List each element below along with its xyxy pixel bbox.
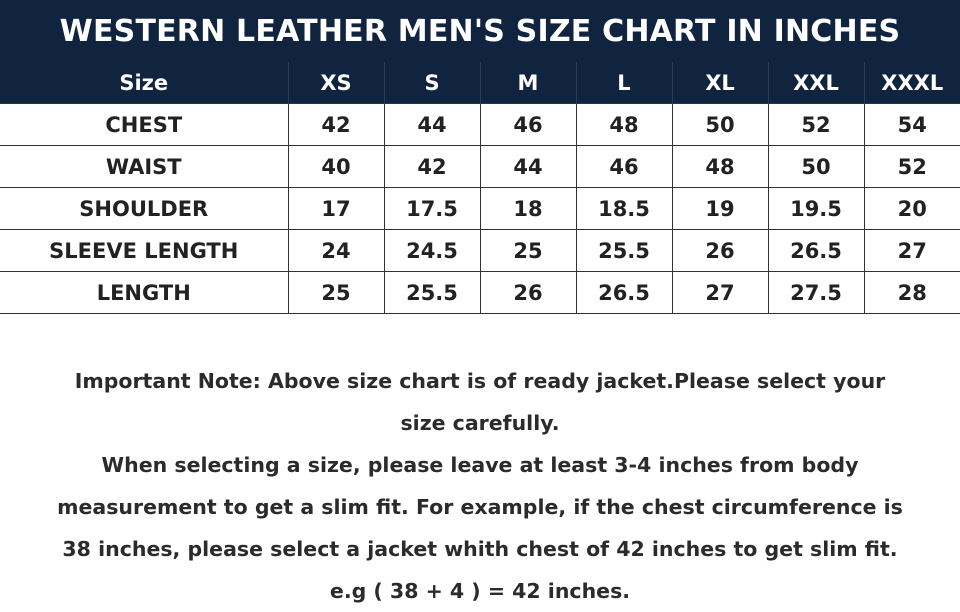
table-row: SHOULDER 17 17.5 18 18.5 19 19.5 20	[0, 187, 960, 230]
size-value: 48	[575, 103, 673, 146]
row-label: SHOULDER	[0, 187, 289, 230]
size-value: 52	[863, 145, 960, 188]
size-value: 19	[671, 187, 769, 230]
row-label: LENGTH	[0, 271, 289, 314]
note-line: Important Note: Above size chart is of r…	[74, 369, 886, 393]
note-line: e.g ( 38 + 4 ) = 42 inches.	[329, 579, 631, 603]
note-line: When selecting a size, please leave at l…	[101, 453, 859, 477]
size-value: 50	[767, 145, 865, 188]
table-row: LENGTH 25 25.5 26 26.5 27 27.5 28	[0, 271, 960, 314]
size-value: 24	[287, 229, 385, 272]
size-value: 24.5	[383, 229, 481, 272]
size-chart-table: Size XS S M L XL XXL XXXL CHEST 42 44 46 48 50 52 54 WA…	[0, 62, 960, 314]
header-size-l: L	[575, 62, 672, 104]
header-size-s: S	[383, 62, 480, 104]
size-value: 46	[575, 145, 673, 188]
header-size-xs: XS	[287, 62, 384, 104]
size-value: 17.5	[383, 187, 481, 230]
header-size-label: Size	[0, 62, 288, 104]
size-value: 26.5	[575, 271, 673, 314]
header-size-xxl: XXL	[767, 62, 864, 104]
row-label: WAIST	[0, 145, 289, 188]
note-line: 38 inches, please select a jacket whith …	[62, 537, 898, 561]
size-value: 42	[383, 145, 481, 188]
size-value: 54	[863, 103, 960, 146]
size-value: 25.5	[575, 229, 673, 272]
size-value: 17	[287, 187, 385, 230]
size-value: 27	[863, 229, 960, 272]
table-row: WAIST 40 42 44 46 48 50 52	[0, 145, 960, 188]
size-value: 26	[479, 271, 577, 314]
size-value: 42	[287, 103, 385, 146]
header-size-xl: XL	[671, 62, 768, 104]
size-value: 25	[287, 271, 385, 314]
row-label: CHEST	[0, 103, 289, 146]
size-value: 19.5	[767, 187, 865, 230]
size-value: 26.5	[767, 229, 865, 272]
chart-title: WESTERN LEATHER MEN'S SIZE CHART IN INCH…	[0, 0, 960, 62]
size-value: 40	[287, 145, 385, 188]
note-line: measurement to get a slim fit. For examp…	[57, 495, 903, 519]
size-value: 52	[767, 103, 865, 146]
size-value: 18	[479, 187, 577, 230]
row-label: SLEEVE LENGTH	[0, 229, 289, 272]
table-row: CHEST 42 44 46 48 50 52 54	[0, 103, 960, 146]
size-value: 27	[671, 271, 769, 314]
table-row: SLEEVE LENGTH 24 24.5 25 25.5 26 26.5 27	[0, 229, 960, 272]
note-line: size carefully.	[400, 411, 560, 435]
important-note: Important Note: Above size chart is of r…	[0, 360, 960, 612]
size-value: 27.5	[767, 271, 865, 314]
size-value: 20	[863, 187, 960, 230]
size-value: 44	[383, 103, 481, 146]
size-value: 44	[479, 145, 577, 188]
size-value: 25	[479, 229, 577, 272]
size-value: 46	[479, 103, 577, 146]
size-value: 18.5	[575, 187, 673, 230]
header-row: Size XS S M L XL XXL XXXL	[0, 62, 960, 104]
header-size-xxxl: XXXL	[863, 62, 960, 104]
size-value: 50	[671, 103, 769, 146]
size-value: 28	[863, 271, 960, 314]
size-value: 26	[671, 229, 769, 272]
header-size-m: M	[479, 62, 576, 104]
size-value: 48	[671, 145, 769, 188]
size-value: 25.5	[383, 271, 481, 314]
